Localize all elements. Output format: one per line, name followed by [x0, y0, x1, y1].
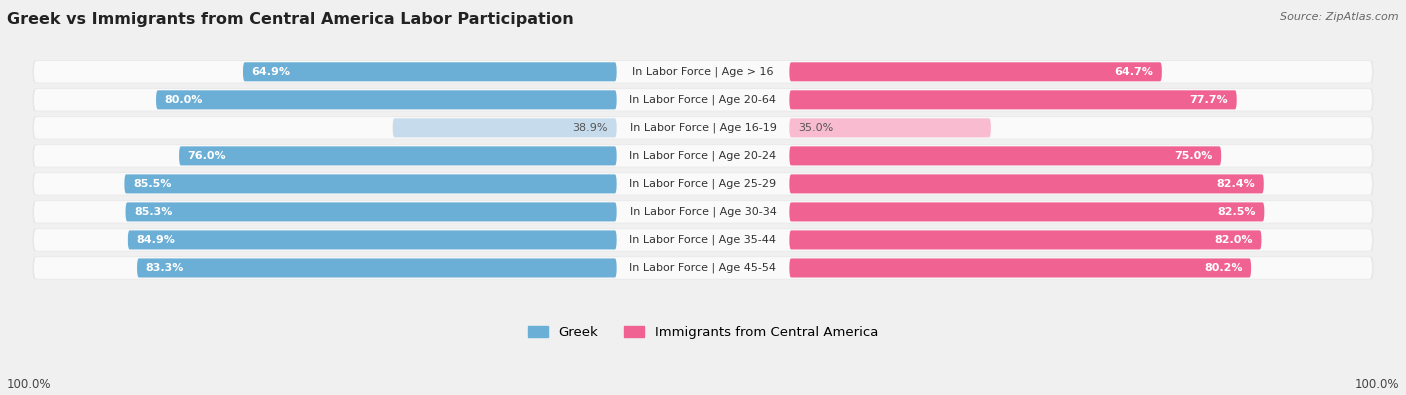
- FancyBboxPatch shape: [32, 200, 1374, 224]
- FancyBboxPatch shape: [34, 257, 1372, 279]
- FancyBboxPatch shape: [34, 89, 1372, 111]
- Text: In Labor Force | Age 35-44: In Labor Force | Age 35-44: [630, 235, 776, 245]
- FancyBboxPatch shape: [243, 62, 617, 81]
- Text: 100.0%: 100.0%: [1354, 378, 1399, 391]
- FancyBboxPatch shape: [789, 90, 1237, 109]
- FancyBboxPatch shape: [789, 174, 1264, 194]
- FancyBboxPatch shape: [32, 88, 1374, 111]
- Text: 100.0%: 100.0%: [7, 378, 52, 391]
- FancyBboxPatch shape: [789, 118, 991, 137]
- FancyBboxPatch shape: [789, 62, 1161, 81]
- Text: 76.0%: 76.0%: [188, 151, 226, 161]
- FancyBboxPatch shape: [789, 147, 1222, 166]
- FancyBboxPatch shape: [128, 230, 617, 250]
- Text: 80.2%: 80.2%: [1204, 263, 1243, 273]
- Legend: Greek, Immigrants from Central America: Greek, Immigrants from Central America: [523, 320, 883, 344]
- Text: 38.9%: 38.9%: [572, 123, 607, 133]
- FancyBboxPatch shape: [32, 172, 1374, 196]
- FancyBboxPatch shape: [789, 202, 1264, 222]
- FancyBboxPatch shape: [34, 229, 1372, 251]
- Text: In Labor Force | Age 20-24: In Labor Force | Age 20-24: [630, 150, 776, 161]
- Text: Source: ZipAtlas.com: Source: ZipAtlas.com: [1281, 12, 1399, 22]
- Text: 77.7%: 77.7%: [1189, 95, 1227, 105]
- Text: 80.0%: 80.0%: [165, 95, 202, 105]
- FancyBboxPatch shape: [789, 230, 1261, 250]
- Text: 85.3%: 85.3%: [134, 207, 173, 217]
- Text: 64.9%: 64.9%: [252, 67, 291, 77]
- FancyBboxPatch shape: [32, 256, 1374, 279]
- Text: 82.5%: 82.5%: [1218, 207, 1256, 217]
- Text: In Labor Force | Age 25-29: In Labor Force | Age 25-29: [630, 179, 776, 189]
- FancyBboxPatch shape: [156, 90, 617, 109]
- FancyBboxPatch shape: [789, 258, 1251, 278]
- FancyBboxPatch shape: [34, 61, 1372, 83]
- Text: 85.5%: 85.5%: [134, 179, 172, 189]
- FancyBboxPatch shape: [34, 117, 1372, 139]
- Text: 83.3%: 83.3%: [146, 263, 184, 273]
- FancyBboxPatch shape: [32, 145, 1374, 167]
- Text: Greek vs Immigrants from Central America Labor Participation: Greek vs Immigrants from Central America…: [7, 12, 574, 27]
- FancyBboxPatch shape: [32, 60, 1374, 83]
- FancyBboxPatch shape: [125, 202, 617, 222]
- FancyBboxPatch shape: [34, 201, 1372, 223]
- FancyBboxPatch shape: [179, 147, 617, 166]
- FancyBboxPatch shape: [34, 173, 1372, 195]
- FancyBboxPatch shape: [136, 258, 617, 278]
- Text: In Labor Force | Age 45-54: In Labor Force | Age 45-54: [630, 263, 776, 273]
- Text: In Labor Force | Age 20-64: In Labor Force | Age 20-64: [630, 94, 776, 105]
- FancyBboxPatch shape: [124, 174, 617, 194]
- FancyBboxPatch shape: [32, 117, 1374, 139]
- Text: In Labor Force | Age 30-34: In Labor Force | Age 30-34: [630, 207, 776, 217]
- Text: 64.7%: 64.7%: [1115, 67, 1153, 77]
- Text: 75.0%: 75.0%: [1174, 151, 1212, 161]
- FancyBboxPatch shape: [392, 118, 617, 137]
- Text: 35.0%: 35.0%: [799, 123, 834, 133]
- FancyBboxPatch shape: [34, 145, 1372, 167]
- Text: 82.0%: 82.0%: [1215, 235, 1253, 245]
- Text: In Labor Force | Age 16-19: In Labor Force | Age 16-19: [630, 122, 776, 133]
- Text: 82.4%: 82.4%: [1216, 179, 1256, 189]
- Text: In Labor Force | Age > 16: In Labor Force | Age > 16: [633, 67, 773, 77]
- FancyBboxPatch shape: [32, 228, 1374, 252]
- Text: 84.9%: 84.9%: [136, 235, 176, 245]
